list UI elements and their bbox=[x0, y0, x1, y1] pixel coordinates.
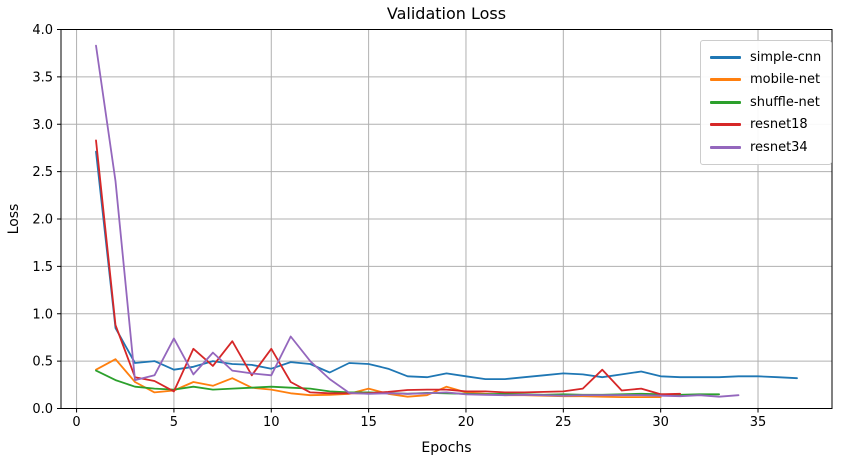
x-tick-label-20: 20 bbox=[458, 415, 475, 430]
y-tick-label-4: 4.0 bbox=[32, 23, 53, 38]
legend: simple-cnn mobile-net shuffle-net resnet18 r… bbox=[700, 40, 833, 165]
legend-label-simple-cnn: simple-cnn bbox=[750, 49, 822, 65]
legend-swatch-resnet34 bbox=[710, 145, 741, 149]
y-tick-label-1: 1.0 bbox=[32, 307, 53, 322]
y-tick-label-3.5: 3.5 bbox=[32, 70, 53, 85]
y-axis-label: Loss bbox=[6, 203, 22, 235]
legend-item-shuffle-net: shuffle-net bbox=[710, 91, 821, 114]
x-tick-label-0: 0 bbox=[72, 415, 80, 430]
legend-item-resnet18: resnet18 bbox=[710, 114, 821, 137]
y-tick-label-0.5: 0.5 bbox=[32, 355, 53, 370]
y-tick-label-1.5: 1.5 bbox=[32, 260, 53, 275]
series-line-resnet34 bbox=[95, 44, 740, 398]
x-tick-label-10: 10 bbox=[263, 415, 280, 430]
y-tick-label-3: 3.0 bbox=[32, 118, 53, 133]
x-axis-label: Epochs bbox=[421, 440, 472, 456]
chart-title: Validation Loss bbox=[386, 4, 507, 23]
legend-label-resnet34: resnet34 bbox=[750, 139, 808, 155]
series-line-resnet18 bbox=[95, 139, 681, 396]
legend-swatch-simple-cnn bbox=[710, 55, 741, 59]
legend-item-resnet34: resnet34 bbox=[710, 136, 821, 159]
legend-swatch-shuffle-net bbox=[710, 100, 741, 104]
legend-swatch-mobile-net bbox=[710, 78, 741, 82]
x-tick-label-25: 25 bbox=[555, 415, 572, 430]
x-tick-label-15: 15 bbox=[360, 415, 377, 430]
x-tick-label-5: 5 bbox=[170, 415, 178, 430]
legend-label-resnet18: resnet18 bbox=[750, 117, 808, 133]
legend-label-mobile-net: mobile-net bbox=[750, 72, 821, 88]
y-tick-label-2: 2.0 bbox=[32, 213, 53, 228]
series-line-simple-cnn bbox=[95, 150, 798, 381]
x-tick-label-35: 35 bbox=[750, 415, 767, 430]
legend-swatch-resnet18 bbox=[710, 123, 741, 127]
y-tick-label-2.5: 2.5 bbox=[32, 165, 53, 180]
legend-item-mobile-net: mobile-net bbox=[710, 69, 821, 92]
y-tick-label-0: 0.0 bbox=[32, 402, 53, 417]
x-tick-label-30: 30 bbox=[652, 415, 669, 430]
legend-item-simple-cnn: simple-cnn bbox=[710, 46, 821, 69]
legend-label-shuffle-net: shuffle-net bbox=[750, 94, 820, 110]
